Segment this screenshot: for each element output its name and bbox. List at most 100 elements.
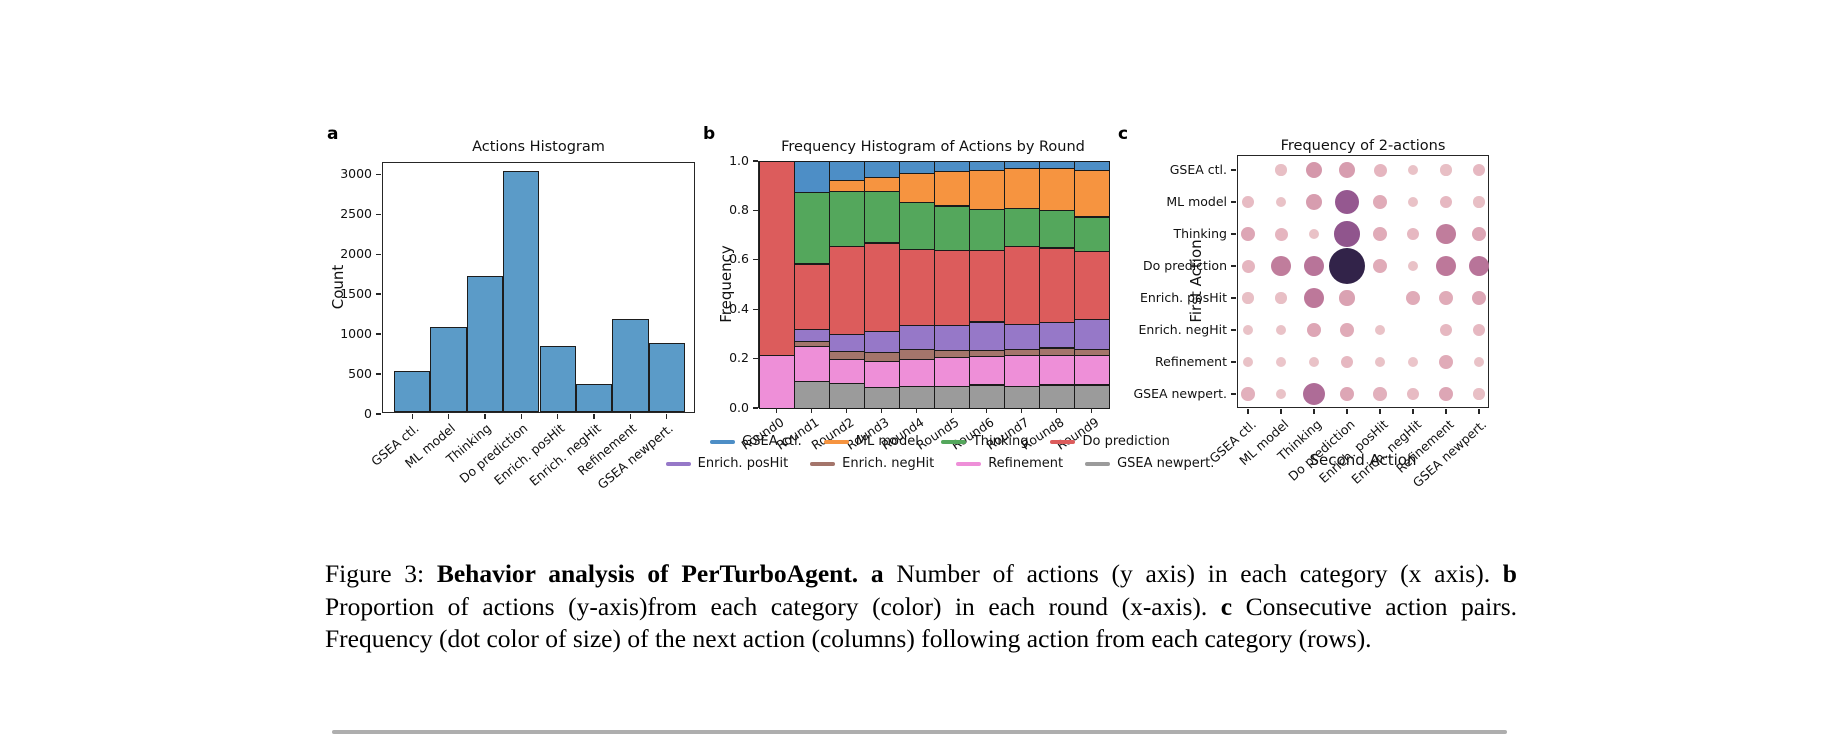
frequency-dot xyxy=(1372,226,1388,242)
stack-segment xyxy=(759,161,795,356)
frequency-dot xyxy=(1339,162,1355,178)
x-tick-mark xyxy=(880,408,883,413)
legend-swatch xyxy=(1050,439,1076,444)
x-tick-mark xyxy=(447,414,450,419)
y-tick-label: 500 xyxy=(348,365,372,381)
x-tick-mark xyxy=(1478,409,1480,414)
row-label: GSEA newpert. xyxy=(1133,385,1227,401)
frequency-dot xyxy=(1407,260,1419,272)
frequency-dot xyxy=(1308,228,1320,240)
legend-label: Do prediction xyxy=(1082,434,1170,449)
legend-item: ML model xyxy=(823,434,919,449)
stack-segment xyxy=(934,357,970,387)
y-tick-mark xyxy=(1231,233,1236,235)
stack-segment xyxy=(969,350,1005,358)
y-tick-mark xyxy=(1231,201,1236,203)
x-tick-mark xyxy=(950,408,953,413)
frequency-dot xyxy=(1438,290,1454,306)
stack-segment xyxy=(829,383,865,409)
caption-bold-text: b xyxy=(1502,559,1517,588)
y-tick-mark xyxy=(753,357,758,360)
stack-segment xyxy=(969,209,1005,251)
y-tick-label: 1.0 xyxy=(729,152,749,168)
y-tick-label: 0.2 xyxy=(729,350,749,366)
frequency-dot xyxy=(1436,224,1456,244)
y-tick-label: 0 xyxy=(364,405,372,421)
stack-segment xyxy=(864,352,900,362)
stack-segment xyxy=(1004,348,1040,356)
stack-segment xyxy=(969,169,1005,211)
row-label: Enrich. posHit xyxy=(1139,289,1227,305)
frequency-dot xyxy=(1241,387,1255,401)
stack-segment xyxy=(1004,207,1040,248)
stack-segment xyxy=(794,329,830,343)
y-tick-label: 0.6 xyxy=(729,251,749,267)
y-tick-mark xyxy=(376,413,381,415)
stack-segment xyxy=(899,201,935,250)
legend-label: GSEA ctl. xyxy=(742,434,802,449)
frequency-dot xyxy=(1471,226,1487,242)
y-tick-mark xyxy=(1231,329,1236,331)
stack-segment xyxy=(1074,354,1110,386)
x-tick-mark xyxy=(1346,409,1348,414)
x-tick-mark xyxy=(1090,408,1093,413)
panel-label-b: b xyxy=(703,124,716,144)
row-label: GSEA ctl. xyxy=(1169,161,1227,177)
legend-label: Enrich. posHit xyxy=(697,456,789,471)
row-label: Refinement xyxy=(1155,353,1227,369)
frequency-dot xyxy=(1242,196,1254,208)
stack-segment xyxy=(794,346,830,382)
x-tick-mark xyxy=(1445,409,1447,414)
frequency-dot xyxy=(1271,256,1291,276)
stack-segment xyxy=(1004,168,1040,209)
y-tick-mark xyxy=(1231,297,1236,299)
caption-text: Proportion of actions (y-axis)from each … xyxy=(325,591,1221,621)
legend-swatch xyxy=(665,461,691,466)
caption-bold-text: Behavior analysis of PerTurboAgent. a xyxy=(436,559,897,588)
legend-item: Do prediction xyxy=(1050,434,1170,449)
stack-segment xyxy=(759,354,795,409)
stack-segment xyxy=(934,161,970,172)
x-tick-mark xyxy=(593,414,595,419)
y-tick-mark xyxy=(753,160,758,162)
stack-segment xyxy=(899,385,935,409)
stack-segment xyxy=(969,384,1005,409)
frequency-dot xyxy=(1372,194,1388,210)
frequency-dot xyxy=(1329,248,1365,284)
frequency-dot xyxy=(1241,259,1255,273)
x-tick-mark xyxy=(1055,408,1058,413)
y-tick-mark xyxy=(1231,393,1236,395)
stack-segment xyxy=(864,387,900,409)
frequency-dot xyxy=(1374,324,1386,336)
legend-label: GSEA newpert. xyxy=(1117,456,1215,471)
frequency-dot xyxy=(1339,290,1355,306)
frequency-dot xyxy=(1275,324,1287,336)
stack-segment xyxy=(899,348,935,360)
histogram-bar xyxy=(612,319,649,412)
stack-segment xyxy=(969,356,1005,386)
frequency-dot xyxy=(1405,290,1421,306)
stack-segment xyxy=(1039,384,1075,409)
frequency-by-round-plot: Round0 Round1 Round2 Round3 Round4 Round5 Roun… xyxy=(729,154,1110,453)
frequency-dot xyxy=(1339,322,1355,338)
y-tick-label: 1500 xyxy=(340,285,372,301)
x-tick-mark xyxy=(1379,409,1381,414)
legend-swatch xyxy=(810,461,836,466)
legend-item: GSEA ctl. xyxy=(710,434,802,449)
stack-segment xyxy=(969,249,1005,323)
frequency-dot xyxy=(1407,196,1419,208)
frequency-dot xyxy=(1406,227,1420,241)
frequency-dot xyxy=(1275,292,1287,304)
stack-segment xyxy=(934,385,970,409)
chart-b-title: Frequency Histogram of Actions by Round xyxy=(781,139,1085,155)
stack-segment xyxy=(899,358,935,387)
stack-segment xyxy=(864,190,900,244)
x-tick-mark xyxy=(810,408,813,413)
stack-segment xyxy=(864,177,900,192)
stack-segment xyxy=(1004,354,1040,387)
y-tick-label: 0.0 xyxy=(729,399,749,415)
stack-segment xyxy=(1074,161,1110,171)
stack-segment xyxy=(1074,251,1110,321)
frequency-dot xyxy=(1374,356,1386,368)
stack-segment xyxy=(1004,161,1040,170)
